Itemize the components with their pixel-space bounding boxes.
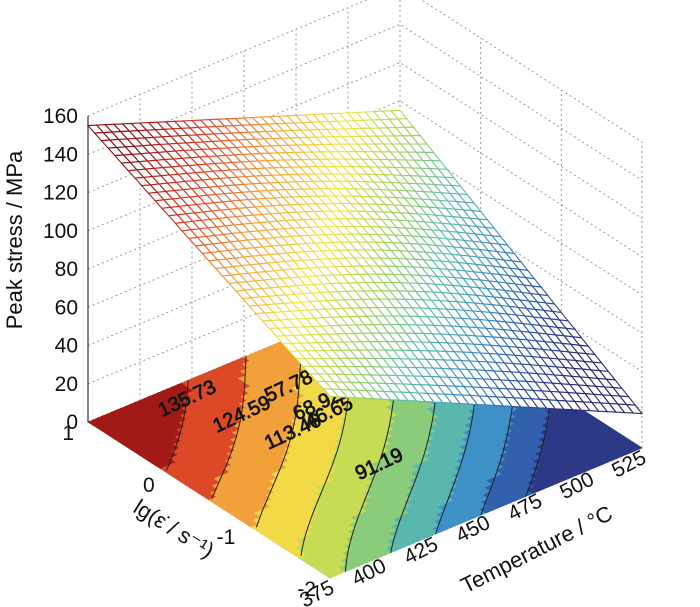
z-axis-title: Peak stress / MPa — [2, 150, 27, 329]
z-tick-label: 40 — [55, 335, 78, 358]
contour-line — [211, 356, 247, 500]
z-tick-label: 60 — [55, 296, 78, 319]
z-tick-label: 120 — [43, 182, 78, 205]
z-tick-label: 0 — [66, 411, 78, 434]
surface-cell — [625, 403, 644, 415]
y-tick-label: -1 — [217, 526, 236, 549]
z-tick-label: 160 — [43, 105, 78, 128]
y-axis-title: lg(ε̇ / s⁻¹) — [129, 494, 218, 563]
z-tick-label: 20 — [55, 373, 78, 396]
y-tick-label: 0 — [143, 474, 155, 497]
contour-line — [165, 380, 189, 471]
z-tick-label: 100 — [43, 220, 78, 243]
z-tick-label: 140 — [43, 143, 78, 166]
z-tick-label: 80 — [55, 258, 78, 281]
y-tick-label: -2 — [297, 578, 316, 601]
surface-mesh — [86, 109, 644, 415]
y-tick-label: 1 — [62, 422, 74, 445]
tick-labels: 020406080100120140160-2-1013754004254504… — [43, 105, 650, 607]
contour-cell — [627, 443, 643, 452]
